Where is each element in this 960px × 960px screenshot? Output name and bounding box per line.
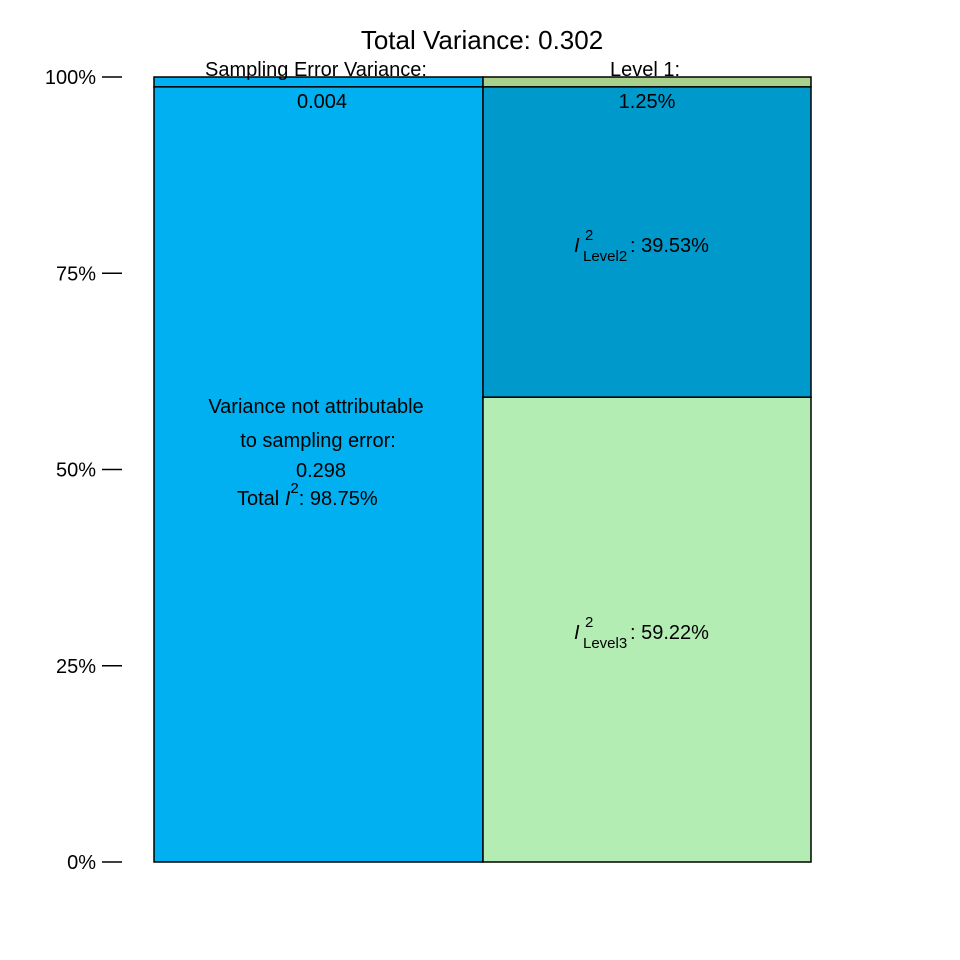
- level3-i2-label: I 2 Level3 : 59.22%: [574, 614, 709, 652]
- total-i2-label: Total I2: 98.75%: [237, 480, 378, 510]
- total-i2-prefix: Total: [237, 488, 285, 510]
- level2-i2-subscript: Level2: [583, 248, 627, 265]
- sampling-error-header: Sampling Error Variance:: [205, 59, 427, 81]
- level2-i2-label: I 2 Level2 : 39.53%: [574, 227, 709, 265]
- not-attributable-value: 0.298: [296, 460, 346, 482]
- not-attributable-line1: Variance not attributable: [208, 396, 423, 418]
- level3-i2-superscript: 2: [585, 614, 593, 631]
- y-axis: 0% 25% 50% 75% 100%: [45, 67, 122, 874]
- y-tick-label: 75%: [56, 263, 96, 285]
- bar-segment-level1: [482, 76, 812, 88]
- y-tick-label: 100%: [45, 67, 96, 89]
- chart-title: Total Variance: 0.302: [361, 25, 603, 55]
- bar-segment-level3: [482, 396, 812, 863]
- total-i2-value: : 98.75%: [299, 488, 378, 510]
- bar-segment-not-attributable: [153, 86, 484, 863]
- level2-i2-symbol: I: [574, 235, 580, 257]
- level2-i2-value: : 39.53%: [630, 235, 709, 257]
- y-tick-label: 25%: [56, 656, 96, 678]
- level3-i2-symbol: I: [574, 622, 580, 644]
- sampling-error-value: 0.004: [297, 91, 347, 113]
- level1-header: Level 1:: [610, 59, 680, 81]
- total-i2-superscript: 2: [290, 480, 298, 497]
- total-i2-symbol: I: [285, 488, 291, 510]
- y-tick-label: 50%: [56, 460, 96, 482]
- level1-value: 1.25%: [619, 91, 676, 113]
- level3-i2-value: : 59.22%: [630, 622, 709, 644]
- level2-i2-superscript: 2: [585, 227, 593, 244]
- y-tick-label: 0%: [67, 852, 96, 874]
- level3-i2-subscript: Level3: [583, 635, 627, 652]
- not-attributable-line2: to sampling error:: [240, 430, 396, 452]
- segment-labels: Sampling Error Variance: 0.004 Level 1: …: [205, 59, 709, 652]
- bar-segment-level2: [482, 86, 812, 398]
- bars: [153, 76, 812, 863]
